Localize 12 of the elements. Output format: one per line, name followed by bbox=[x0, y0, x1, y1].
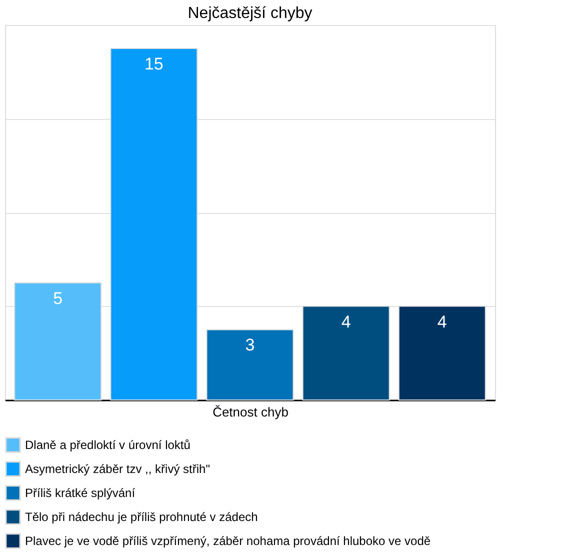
legend-label: Příliš krátké splývání bbox=[25, 486, 136, 500]
legend-label: Tělo při nádechu je příliš prohnuté v zádech bbox=[25, 510, 258, 524]
legend-label: Dlaně a předloktí v úrovní loktů bbox=[25, 438, 190, 452]
data-label: 3 bbox=[245, 336, 255, 355]
data-label: 4 bbox=[437, 312, 447, 332]
data-label: 15 bbox=[144, 54, 164, 74]
legend-label: Asymetrický záběr tzv ,, křivý střih" bbox=[25, 462, 210, 476]
data-label: 4 bbox=[341, 312, 351, 332]
x-axis-title: Četnost chyb bbox=[212, 404, 288, 420]
legend-label: Plavec je ve vodě příliš vzpřímený, záběr nohama provádní hluboko ve vodě bbox=[25, 534, 431, 548]
chart-title: Nejčastější chyby bbox=[188, 5, 312, 22]
data-label: 5 bbox=[53, 288, 63, 308]
